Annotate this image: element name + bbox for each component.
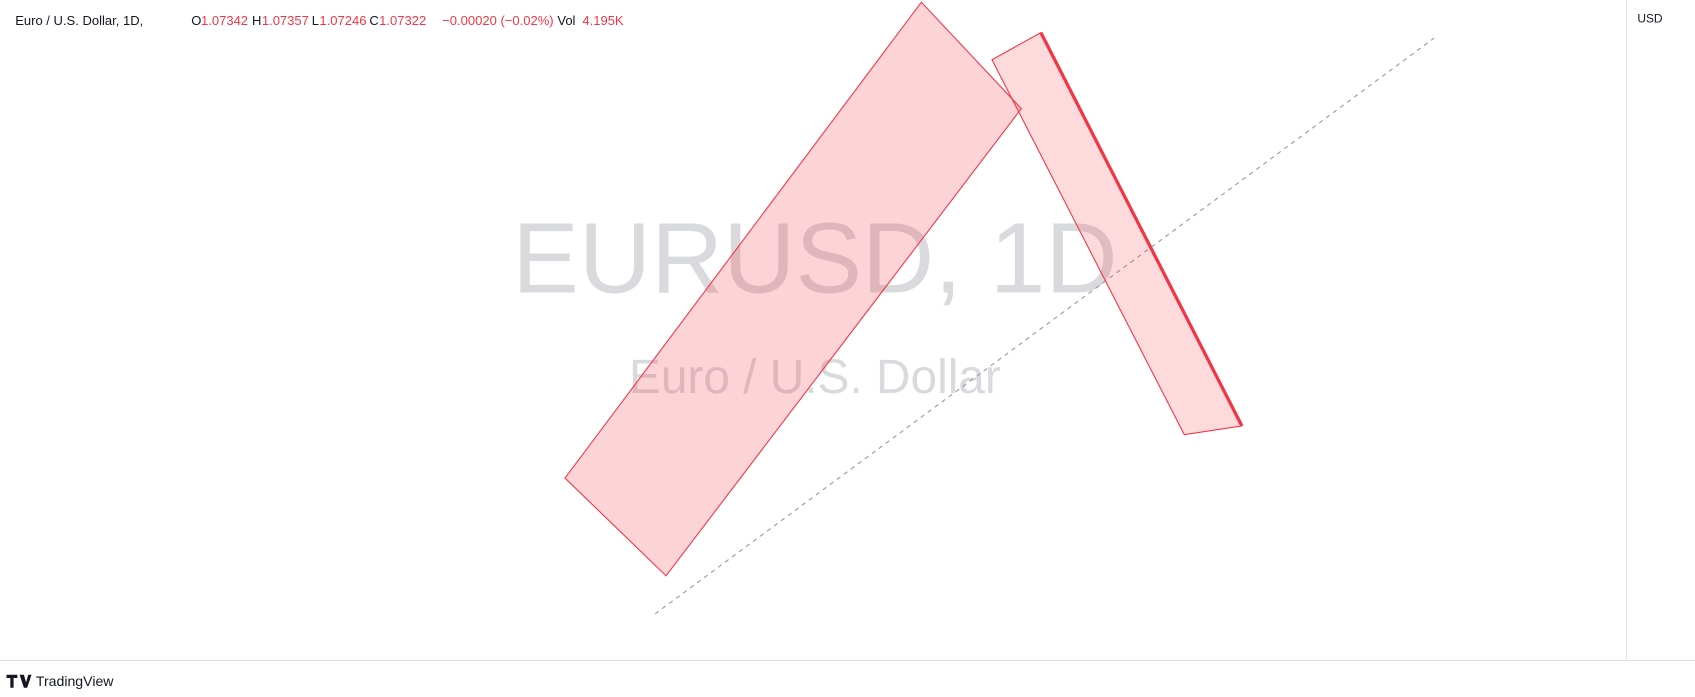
ohlc-label: O	[191, 13, 201, 28]
logo	[6, 674, 32, 688]
ohlc-value: 1.07357	[262, 13, 309, 28]
time-axis-bg	[0, 634, 1695, 697]
change: −0.00020 (−0.02%)	[442, 13, 553, 28]
price-axis-bg	[1626, 0, 1695, 697]
ohlc-value: 1.07342	[201, 13, 248, 28]
ohlc-value: 1.07246	[319, 13, 366, 28]
falling-channel-edge	[1039, 31, 1244, 427]
ohlc-label: H	[252, 13, 261, 28]
currency-label: USD	[1637, 12, 1663, 26]
brand-name: TradingView	[36, 673, 114, 689]
rising-channel	[564, 1, 1023, 577]
ohlc-label: L	[312, 13, 319, 28]
ohlc-label: C	[369, 13, 378, 28]
volume-value: 4.195K	[582, 13, 624, 28]
symbol-title: Euro / U.S. Dollar, 1D,	[15, 13, 143, 28]
volume-label: Vol	[557, 13, 575, 28]
branding: TradingView	[6, 673, 114, 689]
ohlc-value: 1.07322	[379, 13, 426, 28]
header: Euro / U.S. Dollar, 1D, O 1.07342 H 1.07…	[15, 13, 624, 28]
watermark: EURUSD, 1D	[512, 204, 1117, 315]
watermark-subtitle: Euro / U.S. Dollar	[629, 351, 1001, 404]
